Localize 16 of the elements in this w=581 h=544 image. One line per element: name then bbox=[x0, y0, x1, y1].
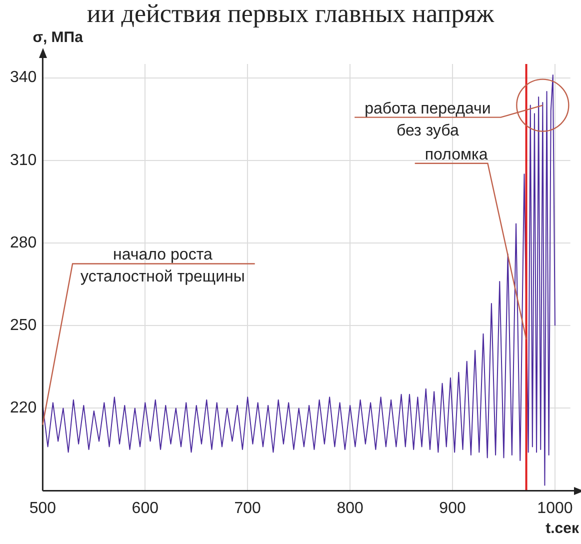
y-tick-label: 280 bbox=[10, 234, 37, 252]
x-axis-title: t.сек bbox=[546, 520, 580, 537]
y-tick-label: 310 bbox=[10, 152, 37, 169]
x-tick-label: 800 bbox=[336, 500, 364, 517]
x-tick-label: 600 bbox=[132, 500, 159, 517]
x-tick-label: 900 bbox=[439, 500, 466, 517]
y-tick-label: 340 bbox=[10, 69, 37, 86]
chart-title: ии действия первых главных напряж bbox=[86, 0, 496, 28]
x-tick-label: 500 bbox=[29, 500, 56, 517]
x-tick-label: 700 bbox=[234, 500, 262, 517]
y-tick-label: 220 bbox=[10, 400, 37, 417]
y-axis-title: σ, МПа bbox=[32, 29, 84, 46]
x-tick-label: 1000 bbox=[537, 500, 573, 517]
annotation: начало роста усталостной трещины bbox=[80, 246, 245, 286]
annotation: поломка bbox=[424, 146, 488, 164]
y-tick-label: 250 bbox=[10, 316, 37, 334]
